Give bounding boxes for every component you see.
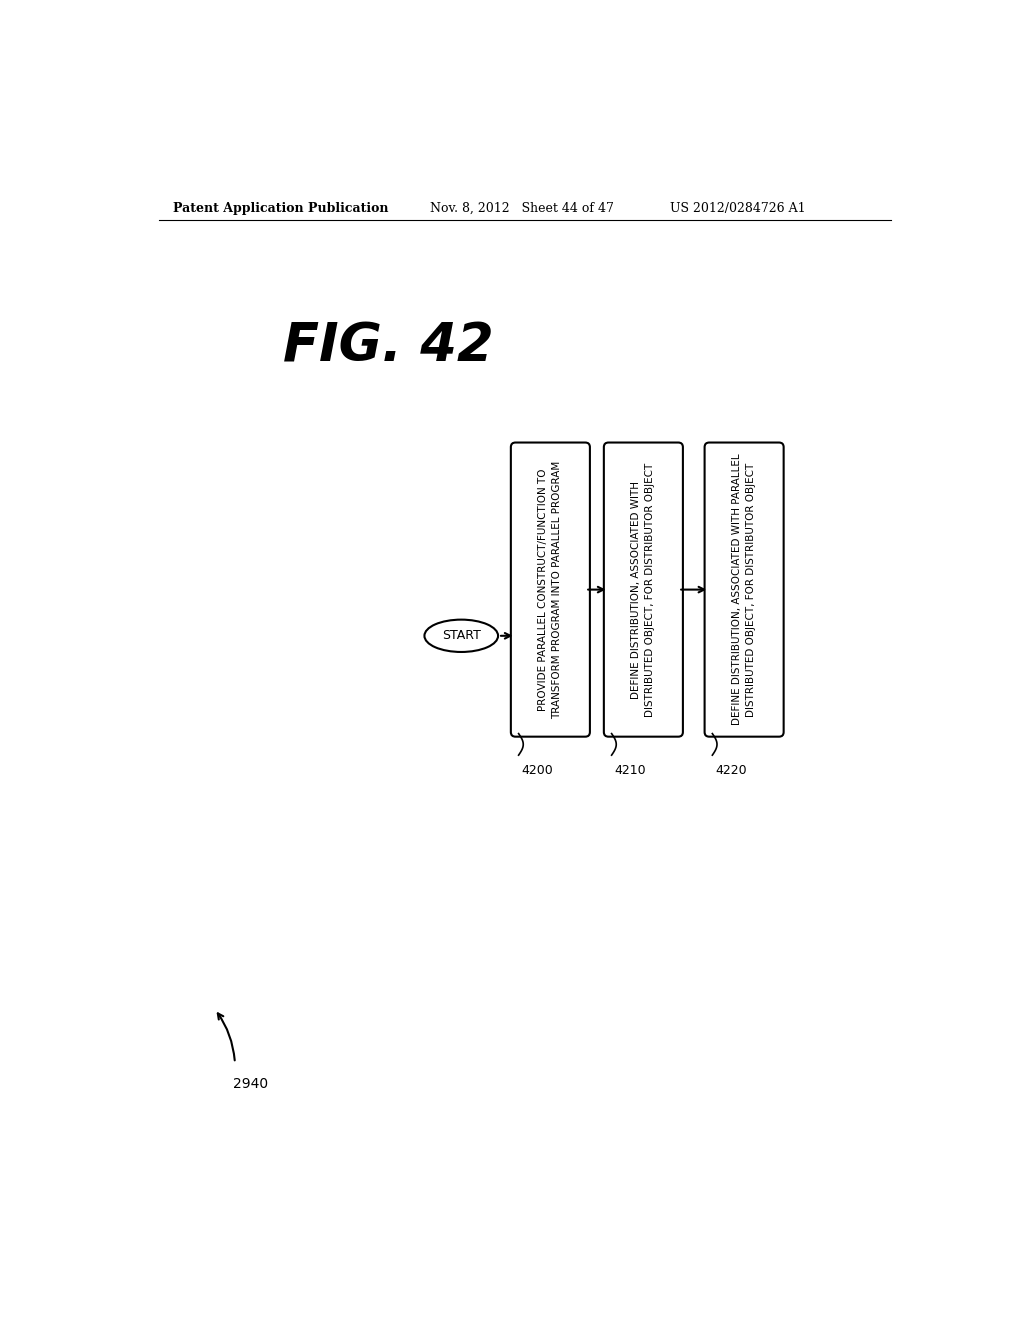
Text: Patent Application Publication: Patent Application Publication [173,202,388,215]
Text: 2940: 2940 [233,1077,268,1092]
Text: PROVIDE PARALLEL CONSTRUCT/FUNCTION TO
TRANSFORM PROGRAM INTO PARALLEL PROGRAM: PROVIDE PARALLEL CONSTRUCT/FUNCTION TO T… [539,461,562,718]
FancyBboxPatch shape [705,442,783,737]
Text: 4220: 4220 [716,764,748,777]
Text: FIG. 42: FIG. 42 [283,321,494,372]
Text: START: START [441,630,480,643]
Text: Nov. 8, 2012   Sheet 44 of 47: Nov. 8, 2012 Sheet 44 of 47 [430,202,614,215]
Text: 4200: 4200 [521,764,553,777]
Text: 4210: 4210 [614,764,646,777]
FancyBboxPatch shape [511,442,590,737]
Text: DEFINE DISTRIBUTION, ASSOCIATED WITH PARALLEL
DISTRIBUTED OBJECT, FOR DISTRIBUTO: DEFINE DISTRIBUTION, ASSOCIATED WITH PAR… [732,454,756,726]
FancyBboxPatch shape [604,442,683,737]
Text: DEFINE DISTRIBUTION, ASSOCIATED WITH
DISTRIBUTED OBJECT, FOR DISTRIBUTOR OBJECT: DEFINE DISTRIBUTION, ASSOCIATED WITH DIS… [632,462,655,717]
Text: US 2012/0284726 A1: US 2012/0284726 A1 [671,202,806,215]
